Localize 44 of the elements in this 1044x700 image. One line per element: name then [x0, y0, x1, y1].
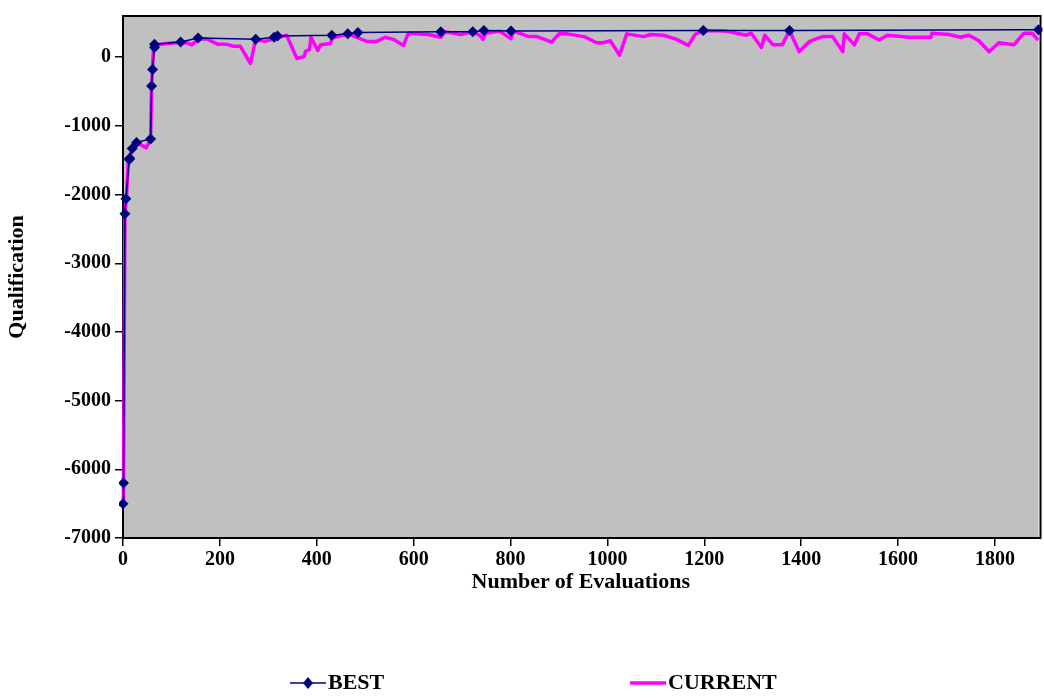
x-tick-label: 1200 [684, 547, 725, 570]
point [467, 26, 479, 38]
legend-label: CURRENT [668, 668, 778, 694]
point [697, 24, 709, 36]
x-tick-label: 400 [301, 547, 332, 570]
y-tick-label: 0 [101, 44, 111, 67]
y-tick-label: -6000 [64, 456, 111, 479]
legend-label: BEST [328, 668, 385, 694]
y-tick-label: -3000 [64, 250, 111, 273]
point [342, 28, 354, 40]
point [147, 64, 159, 76]
point [145, 133, 157, 145]
x-axis-title: Number of Evaluations [471, 568, 691, 594]
point [478, 24, 490, 36]
point [119, 498, 129, 510]
y-tick-label: -5000 [64, 387, 111, 410]
point [175, 36, 187, 48]
y-tick-label: -7000 [64, 525, 111, 548]
point [146, 80, 158, 92]
point [352, 26, 364, 38]
point [119, 477, 129, 489]
x-tick-label: 1400 [781, 547, 822, 570]
x-tick-label: 1600 [878, 547, 919, 570]
point [131, 136, 143, 148]
x-tick-label: 600 [398, 547, 429, 570]
point [126, 143, 138, 155]
point [326, 29, 338, 41]
y-tick-label: -2000 [64, 181, 111, 204]
point [250, 33, 262, 45]
y-tick-label: -1000 [64, 113, 111, 136]
y-axis-title: Qualification [2, 215, 28, 339]
x-tick-label: 800 [495, 547, 526, 570]
point [505, 25, 517, 37]
point [192, 32, 204, 44]
point [784, 24, 796, 36]
point [1033, 24, 1043, 36]
point [119, 208, 131, 220]
x-tick-label: 0 [118, 547, 128, 570]
y-tick-label: -4000 [64, 319, 111, 342]
point [435, 26, 447, 38]
x-tick-label: 200 [204, 547, 235, 570]
point [120, 193, 132, 205]
x-tick-label: 1800 [974, 547, 1015, 570]
x-tick-label: 1000 [587, 547, 628, 570]
